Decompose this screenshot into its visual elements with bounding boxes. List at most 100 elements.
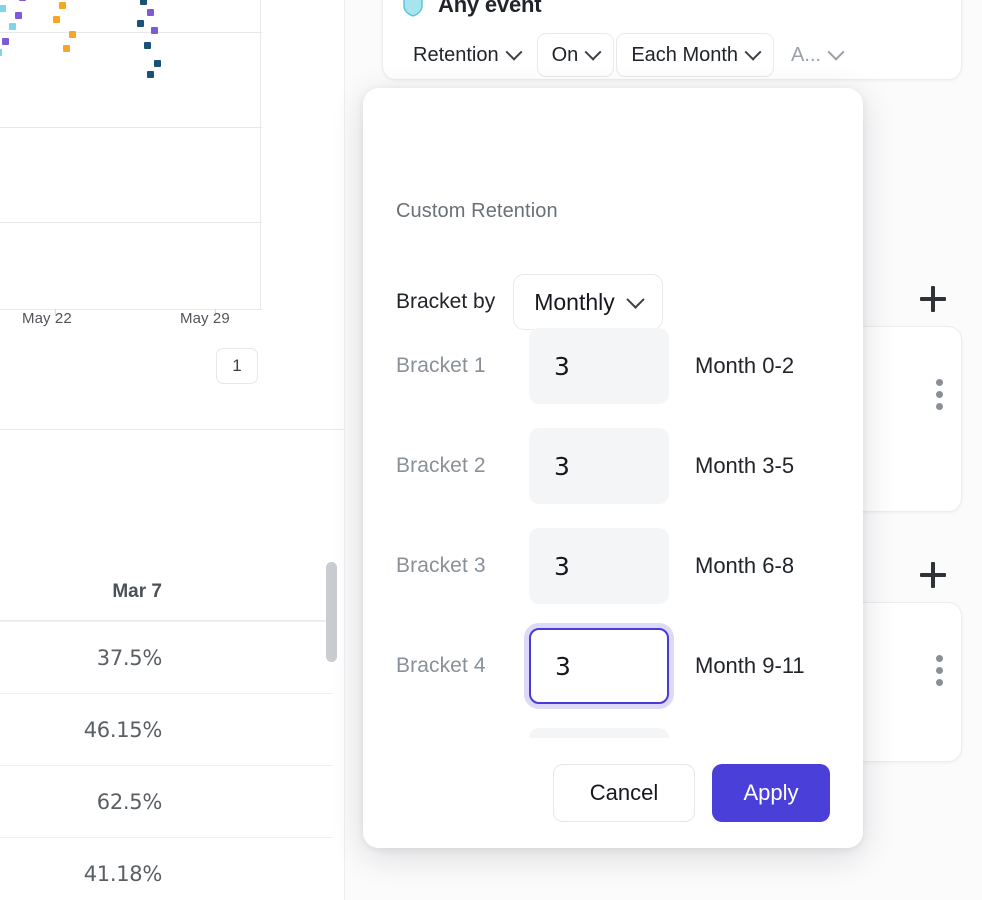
custom-retention-modal: Custom Retention Bracket by Monthly Brac…: [363, 88, 863, 848]
scatter-point[interactable]: [59, 1, 67, 9]
scatter-point[interactable]: [153, 59, 161, 67]
bracket-by-select[interactable]: Monthly: [513, 274, 663, 330]
bracket-by-label: Bracket by: [396, 290, 496, 313]
bracket-row-2: Bracket 2 3 Month 3-5: [396, 428, 836, 504]
scatter-point[interactable]: [69, 30, 77, 38]
modal-footer: Cancel Apply: [363, 738, 863, 848]
scatter-point[interactable]: [147, 70, 155, 78]
gridline: [0, 309, 262, 310]
table-cell: %: [0, 718, 20, 742]
table-cell: %: [0, 790, 20, 814]
bracket-size-input[interactable]: 3: [529, 528, 669, 604]
chevron-down-icon: [744, 43, 762, 61]
scatter-point[interactable]: [143, 41, 151, 49]
scatter-point[interactable]: [1, 37, 9, 45]
event-row: Any event: [402, 0, 542, 18]
table-cell: %: [0, 862, 20, 886]
bracket-size-input[interactable]: 3: [529, 428, 669, 504]
scatter-point[interactable]: [0, 48, 3, 56]
query-pill[interactable]: A...: [776, 33, 858, 77]
scatter-point[interactable]: [140, 0, 148, 5]
query-pill[interactable]: Retention: [398, 33, 535, 77]
x-tick-label: May 22: [22, 310, 72, 327]
modal-title: Custom Retention: [396, 200, 558, 222]
gridline: [0, 127, 262, 128]
x-axis-tick-labels: May 22 May 29: [0, 310, 262, 336]
scatter-point[interactable]: [137, 19, 145, 27]
kebab-dot: [936, 679, 943, 686]
table-row[interactable]: % 41.18%: [0, 837, 333, 900]
y-axis-line: [260, 0, 261, 310]
chevron-down-icon: [827, 43, 845, 61]
scatter-point[interactable]: [52, 16, 60, 24]
add-step-button-1[interactable]: [920, 286, 946, 312]
scatter-point[interactable]: [62, 45, 70, 53]
bracket-by-value: Monthly: [534, 288, 615, 315]
bracket-size-input[interactable]: 3: [529, 628, 669, 704]
bracket-list: Bracket 1 3 Month 0-2 Bracket 2 3 Month 3-5 Br…: [363, 268, 863, 812]
x-axis-tick: [55, 309, 56, 316]
table-column-header: 6: [0, 581, 20, 603]
event-name-label: Any event: [438, 0, 542, 17]
query-pill[interactable]: Each Month: [616, 33, 775, 77]
chevron-down-icon: [505, 43, 523, 61]
gridline: [0, 32, 262, 33]
scatter-point[interactable]: [8, 23, 16, 31]
gridline: [0, 222, 262, 223]
bracket-label: Bracket 1: [396, 354, 486, 377]
bracket-range-label: Month 0-2: [695, 353, 795, 378]
query-pill-label: A...: [791, 43, 822, 66]
chart-page-number[interactable]: 1: [216, 348, 258, 384]
table-cell: 46.15%: [83, 717, 163, 742]
kebab-dot: [936, 655, 943, 662]
more-options-button-2[interactable]: [936, 655, 943, 686]
table-cell: 41.18%: [83, 861, 163, 886]
bracket-label: Bracket 4: [396, 654, 486, 677]
bracket-size-input[interactable]: 3: [529, 328, 669, 404]
left-column: May 22 May 29 1 6 Mar 7% 37.5%% 46.15%% 62.5%…: [0, 0, 345, 900]
query-pill-row: Retention On Each Month A...: [398, 33, 858, 77]
bracket-label: Bracket 2: [396, 454, 486, 477]
bracket-range-label: Month 9-11: [695, 653, 805, 678]
add-step-button-2[interactable]: [920, 562, 946, 588]
table-body: 6 Mar 7% 37.5%% 46.15%% 62.5%% 41.18%: [0, 563, 333, 900]
bracket-range-label: Month 6-8: [695, 553, 795, 578]
bracket-by-row: Bracket by Monthly: [396, 274, 663, 330]
query-pill[interactable]: On: [536, 33, 615, 77]
table-scrollbar[interactable]: [326, 562, 337, 662]
cancel-button[interactable]: Cancel: [553, 764, 695, 822]
x-tick-label: May 29: [180, 310, 230, 327]
scatter-point[interactable]: [18, 0, 26, 2]
kebab-dot: [936, 403, 943, 410]
table-row[interactable]: % 37.5%: [0, 621, 333, 693]
scatter-point[interactable]: [0, 5, 6, 13]
bracket-row-3: Bracket 3 3 Month 6-8: [396, 528, 836, 604]
kebab-dot: [936, 379, 943, 386]
chevron-down-icon: [584, 43, 602, 61]
bracket-row-1: Bracket 1 3 Month 0-2: [396, 328, 836, 404]
retention-table: 6 Mar 7% 37.5%% 46.15%% 62.5%% 41.18%: [0, 431, 344, 900]
table-cell: %: [0, 646, 20, 670]
bracket-range-label: Month 3-5: [695, 453, 795, 478]
bracket-label: Bracket 3: [396, 554, 486, 577]
table-row[interactable]: % 46.15%: [0, 693, 333, 765]
kebab-dot: [936, 667, 943, 674]
table-row[interactable]: % 62.5%: [0, 765, 333, 837]
bracket-row-4: Bracket 4 3 Month 9-11: [396, 628, 836, 704]
query-pill-label: Retention: [413, 43, 499, 66]
kebab-dot: [936, 391, 943, 398]
scatter-point[interactable]: [150, 27, 158, 34]
shield-icon: [403, 0, 423, 17]
x-axis-tick: [215, 309, 216, 316]
table-header-row: 6 Mar 7: [0, 563, 333, 621]
more-options-button-1[interactable]: [936, 379, 943, 410]
table-cell: 62.5%: [96, 789, 163, 814]
table-column-header: Mar 7: [112, 580, 162, 602]
table-cell: 37.5%: [96, 645, 163, 670]
query-pill-label: On: [551, 43, 579, 66]
query-pill-label: Each Month: [631, 43, 739, 66]
scatter-point[interactable]: [147, 8, 155, 16]
scatter-point[interactable]: [15, 12, 23, 20]
apply-button[interactable]: Apply: [712, 764, 830, 822]
